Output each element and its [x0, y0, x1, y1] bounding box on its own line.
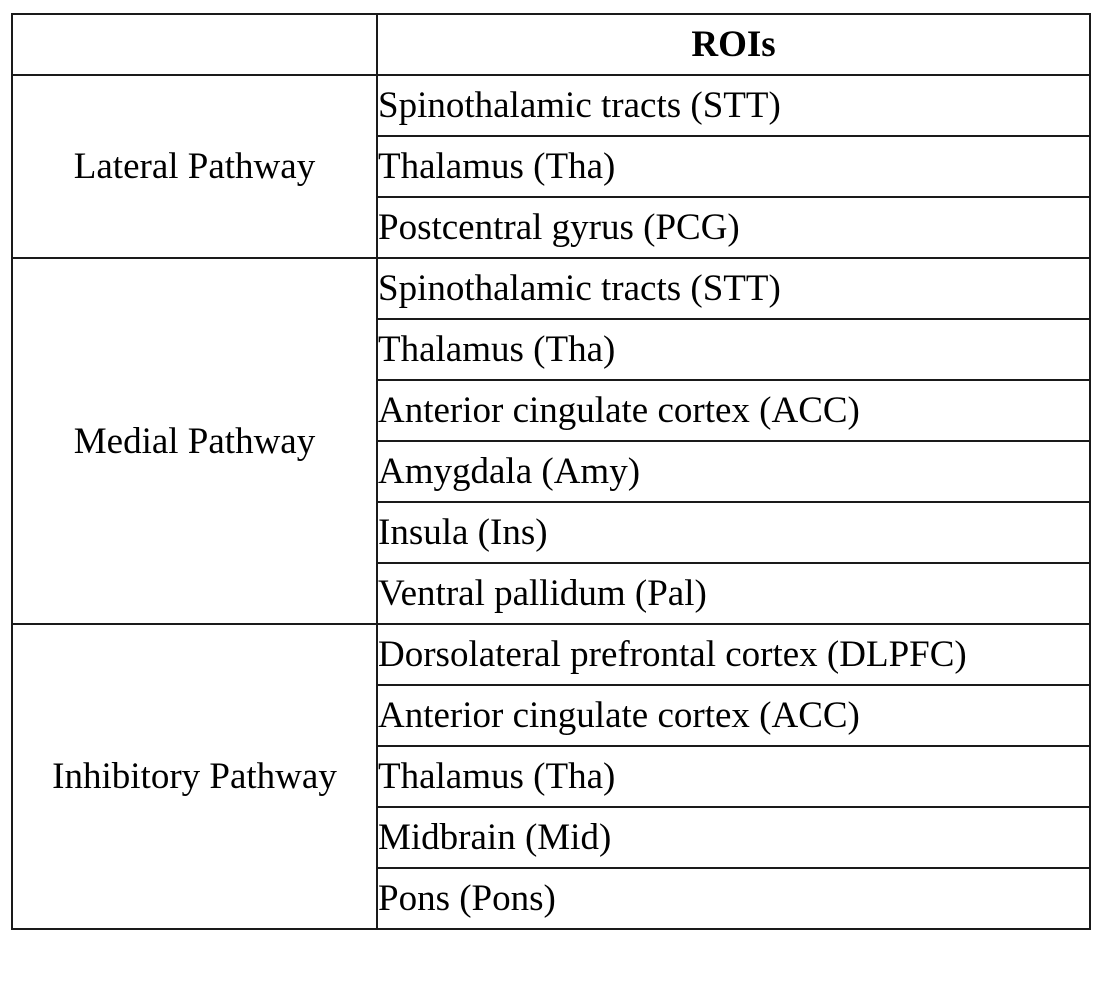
roi-table: ROIs Lateral Pathway Spinothalamic tract…	[11, 13, 1091, 930]
roi-cell: Anterior cingulate cortex (ACC)	[376, 379, 1091, 442]
header-rois: ROIs	[376, 13, 1091, 76]
roi-cell: Spinothalamic tracts (STT)	[376, 257, 1091, 320]
table-row: Inhibitory Pathway Dorsolateral prefront…	[11, 623, 1091, 930]
table-row: Medial Pathway Spinothalamic tracts (STT…	[11, 257, 1091, 625]
table-row: Pons (Pons)	[12, 867, 1091, 930]
table-row: Thalamus (Tha)	[12, 318, 1091, 381]
pathway-label: Lateral Pathway	[11, 74, 378, 259]
pathway-label: Inhibitory Pathway	[11, 623, 378, 930]
table-row: Postcentral gyrus (PCG)	[12, 196, 1091, 259]
table-row: Lateral Pathway Spinothalamic tracts (ST…	[11, 74, 1091, 259]
table-row: Thalamus (Tha)	[12, 135, 1091, 198]
roi-cell: Midbrain (Mid)	[376, 806, 1091, 869]
roi-cell: Spinothalamic tracts (STT)	[376, 74, 1091, 137]
table-row: Thalamus (Tha)	[12, 745, 1091, 808]
table-row: Midbrain (Mid)	[12, 806, 1091, 869]
table-row: Ventral pallidum (Pal)	[12, 562, 1091, 625]
roi-cell: Anterior cingulate cortex (ACC)	[376, 684, 1091, 747]
pathway-label: Medial Pathway	[11, 257, 378, 625]
roi-cell: Postcentral gyrus (PCG)	[376, 196, 1091, 259]
table-row: Anterior cingulate cortex (ACC)	[12, 684, 1091, 747]
roi-cell: Thalamus (Tha)	[376, 135, 1091, 198]
roi-cell: Thalamus (Tha)	[376, 318, 1091, 381]
roi-cell: Insula (Ins)	[376, 501, 1091, 564]
roi-cell: Ventral pallidum (Pal)	[376, 562, 1091, 625]
header-corner-cell	[11, 13, 378, 76]
table-row: Amygdala (Amy)	[12, 440, 1091, 503]
header-row: ROIs	[11, 13, 1091, 76]
table-row: Anterior cingulate cortex (ACC)	[12, 379, 1091, 442]
roi-cell: Pons (Pons)	[376, 867, 1091, 930]
roi-cell: Dorsolateral prefrontal cortex (DLPFC)	[376, 623, 1091, 686]
table-row: Insula (Ins)	[12, 501, 1091, 564]
roi-cell: Thalamus (Tha)	[376, 745, 1091, 808]
roi-cell: Amygdala (Amy)	[376, 440, 1091, 503]
